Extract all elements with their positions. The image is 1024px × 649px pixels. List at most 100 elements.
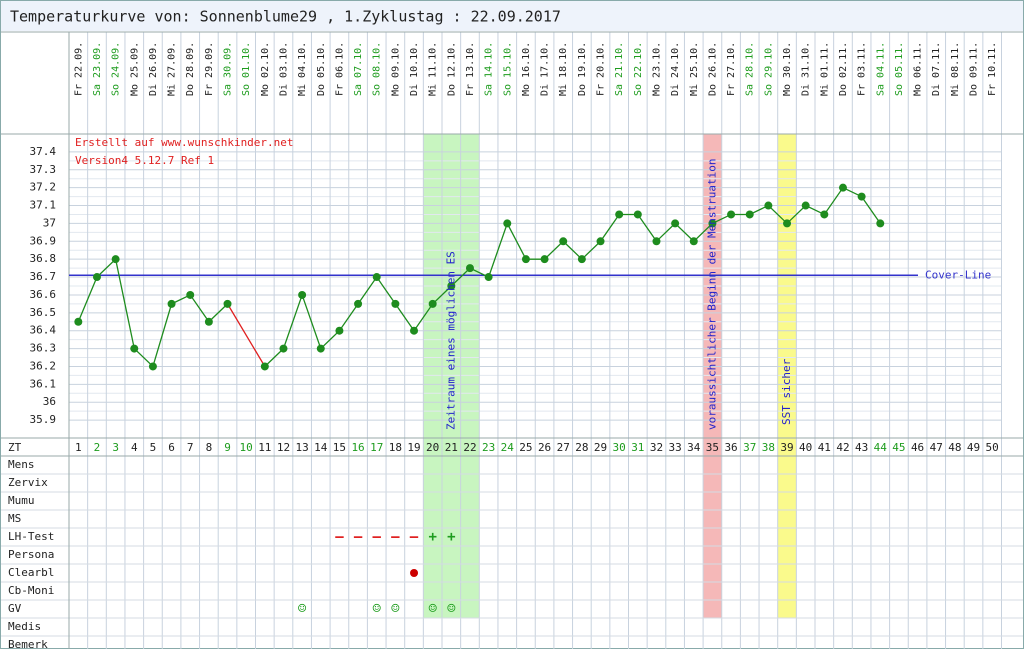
cycle-day: 47 — [930, 441, 943, 454]
temperature-point — [633, 210, 642, 219]
date-label: Fr 13.10. — [465, 42, 476, 96]
row-label: LH-Test — [8, 530, 54, 543]
temperature-point — [447, 282, 456, 290]
temperature-point — [503, 219, 512, 228]
temperature-point — [559, 237, 568, 246]
temperature-point — [391, 299, 400, 308]
date-label: Mi 11.10. — [428, 42, 439, 96]
y-tick-label: 36.2 — [30, 359, 57, 372]
temperature-point — [204, 317, 213, 326]
date-label: Do 12.10. — [446, 42, 457, 96]
temperature-point — [335, 326, 344, 335]
cycle-day: 1 — [75, 441, 82, 454]
y-tick-label: 36.1 — [30, 377, 57, 390]
cycle-day: 11 — [258, 441, 271, 454]
date-label: Fr 06.10. — [334, 42, 345, 96]
temperature-point — [130, 344, 139, 353]
row-symbol: + — [447, 529, 455, 545]
temperature-point — [410, 326, 419, 335]
cycle-day: 37 — [743, 441, 756, 454]
temperature-point — [354, 299, 363, 308]
date-label: Sa 23.09. — [92, 42, 103, 96]
temperature-point — [279, 344, 288, 353]
cycle-day: 43 — [855, 441, 868, 454]
date-label: Mi 25.10. — [689, 42, 700, 96]
cycle-day: 24 — [501, 441, 515, 454]
annotation: Erstellt auf www.wunschkinder.net — [75, 136, 294, 149]
cycle-day-label: ZT — [8, 441, 22, 454]
cycle-day: 31 — [631, 441, 644, 454]
cycle-day: 40 — [799, 441, 812, 454]
cycle-day: 42 — [836, 441, 849, 454]
row-symbol: ☺ — [373, 601, 382, 617]
date-label: Di 07.11. — [931, 42, 942, 96]
date-label: Sa 30.09. — [223, 42, 234, 96]
row-label: Persona — [8, 548, 54, 561]
date-label: Do 02.11. — [838, 42, 849, 96]
cycle-day: 46 — [911, 441, 924, 454]
date-label: Do 09.11. — [969, 42, 980, 96]
cycle-day: 38 — [762, 441, 775, 454]
y-tick-label: 36.4 — [30, 324, 57, 337]
cycle-day: 2 — [94, 441, 101, 454]
row-symbol: ☺ — [428, 601, 437, 617]
date-label: Mi 04.10. — [297, 42, 308, 96]
cycle-day: 32 — [650, 441, 663, 454]
temperature-point — [316, 344, 325, 353]
temperature-point — [745, 210, 754, 219]
title-bar — [1, 1, 1023, 31]
cycle-day: 30 — [613, 441, 626, 454]
row-label: Mumu — [8, 494, 35, 507]
date-label: Mi 01.11. — [819, 42, 830, 96]
temperature-point — [708, 219, 717, 228]
temperature-line — [264, 186, 881, 367]
row-label: Mens — [8, 458, 35, 471]
date-label: Mi 27.09. — [167, 42, 178, 96]
row-label: Clearbl — [8, 566, 54, 579]
cycle-day: 49 — [967, 441, 980, 454]
date-label: So 24.09. — [111, 42, 122, 96]
date-label: Mo 06.11. — [913, 42, 924, 96]
y-tick-label: 37.2 — [30, 181, 57, 194]
date-label: Di 03.10. — [278, 42, 289, 96]
temperature-point — [876, 219, 885, 228]
y-tick-label: 36.5 — [30, 306, 57, 319]
cycle-day: 36 — [724, 441, 737, 454]
row-label: Medis — [8, 620, 41, 633]
row-symbol: – — [354, 529, 363, 545]
y-tick-label: 36.6 — [30, 288, 57, 301]
date-label: So 05.11. — [894, 42, 905, 96]
cycle-day: 29 — [594, 441, 607, 454]
temperature-point — [148, 362, 157, 371]
date-label: Do 19.10. — [577, 42, 588, 96]
band — [777, 134, 797, 618]
row-label: Bemerk — [8, 638, 48, 649]
date-label: Sa 21.10. — [614, 42, 625, 96]
date-label: Sa 04.11. — [875, 42, 886, 96]
temperature-point — [260, 362, 269, 371]
temperature-point — [484, 273, 493, 282]
y-tick-label: 36 — [43, 395, 56, 408]
cycle-day: 20 — [426, 441, 439, 454]
row-label: Cb-Moni — [8, 584, 54, 597]
band-label: voraussichtlicher Beginn der Menstruatio… — [705, 158, 718, 430]
date-label: Fr 27.10. — [726, 42, 737, 96]
date-label: So 01.10. — [241, 42, 252, 96]
cycle-day: 10 — [240, 441, 253, 454]
temperature-point — [783, 219, 792, 228]
cycle-day: 33 — [669, 441, 682, 454]
temperature-point — [372, 273, 381, 282]
cycle-day: 22 — [463, 441, 476, 454]
cycle-day: 7 — [187, 441, 194, 454]
temperature-point — [857, 192, 866, 201]
cycle-day: 3 — [112, 441, 119, 454]
row-label: Zervix — [8, 476, 48, 489]
date-label: So 15.10. — [502, 42, 513, 96]
cycle-day: 12 — [277, 441, 290, 454]
row-label: MS — [8, 512, 21, 525]
date-label: Fr 20.10. — [596, 42, 607, 96]
date-label: Mi 08.11. — [950, 42, 961, 96]
date-label: Mo 16.10. — [521, 42, 532, 96]
date-label: Di 31.10. — [801, 42, 812, 96]
